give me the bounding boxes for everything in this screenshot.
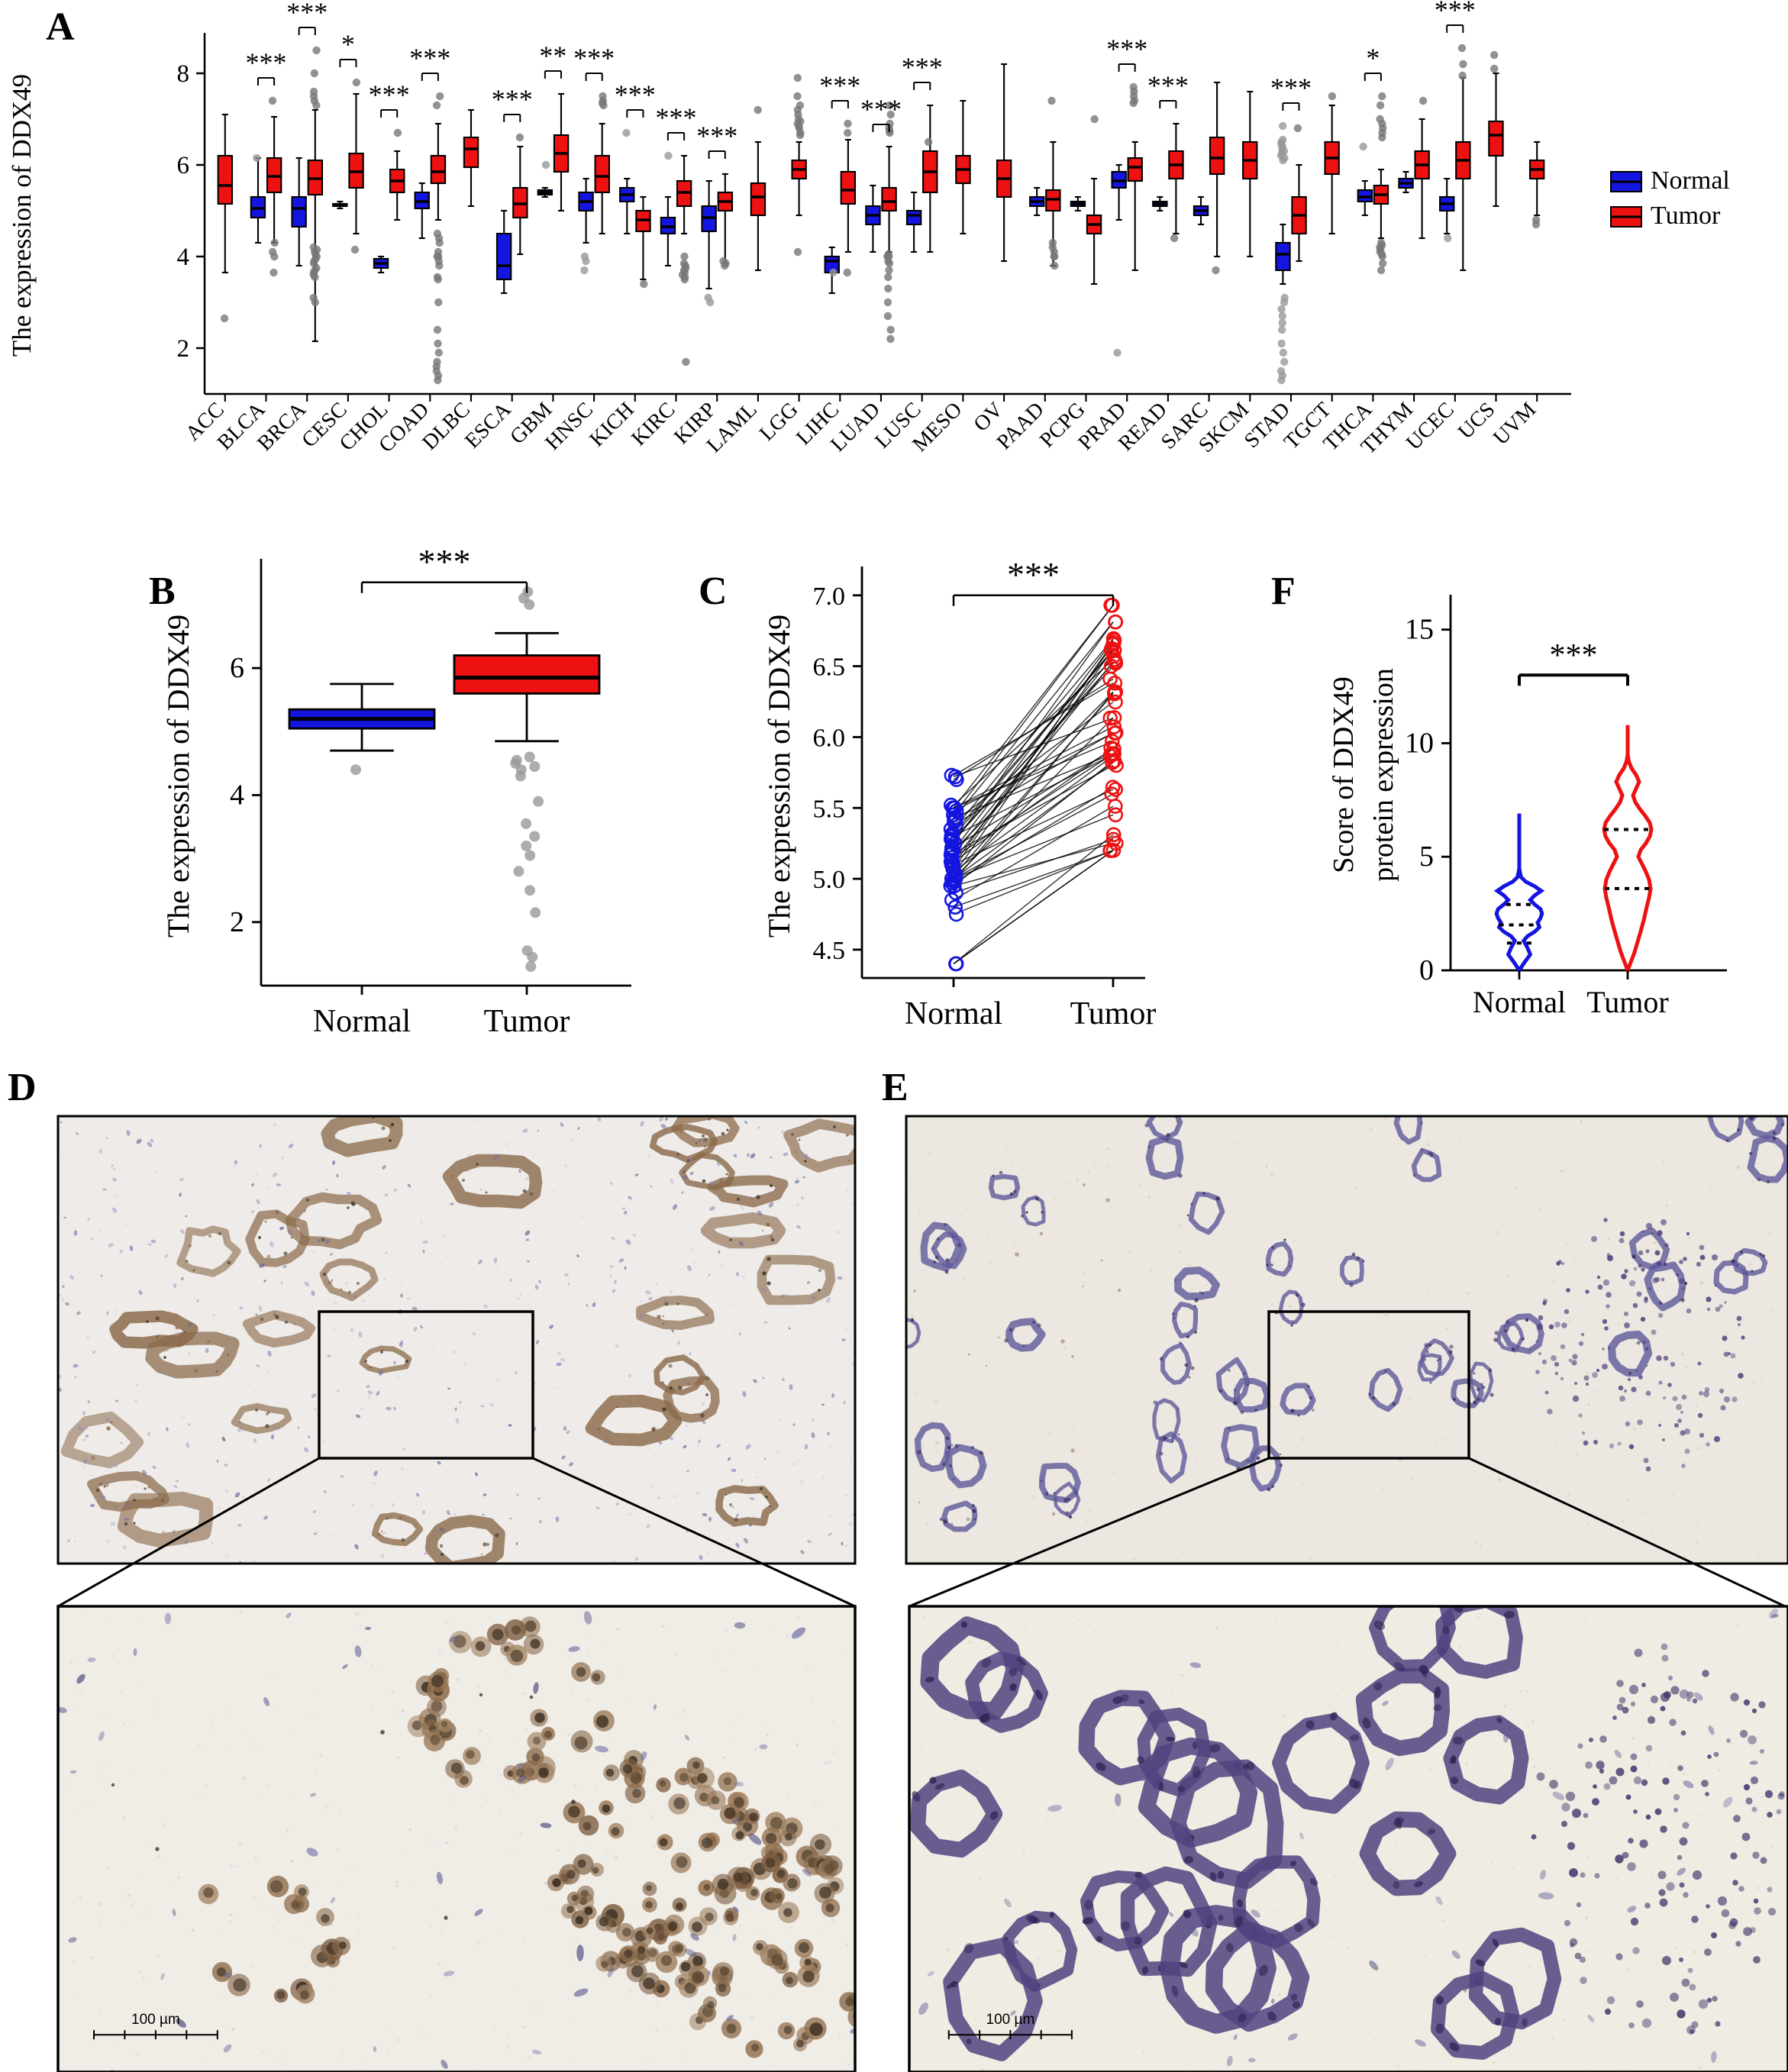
svg-text:KIRP: KIRP — [670, 398, 721, 449]
svg-text:COAD: COAD — [374, 398, 434, 457]
svg-text:***: *** — [1435, 0, 1476, 25]
svg-text:CHOL: CHOL — [335, 398, 393, 456]
svg-text:***: *** — [1106, 34, 1147, 64]
svg-text:KICH: KICH — [585, 398, 638, 451]
svg-text:MESO: MESO — [908, 398, 967, 457]
svg-text:***: *** — [1147, 70, 1189, 101]
svg-text:4: 4 — [230, 779, 244, 812]
svg-text:***: *** — [615, 79, 656, 110]
svg-text:***: *** — [860, 94, 902, 124]
svg-text:Tumor: Tumor — [1070, 996, 1157, 1031]
svg-text:***: *** — [1550, 638, 1598, 673]
svg-text:Tumor: Tumor — [484, 1004, 570, 1039]
svg-text:***: *** — [1270, 73, 1312, 103]
svg-text:UVM: UVM — [1489, 398, 1541, 450]
svg-text:Tumor: Tumor — [1651, 202, 1721, 230]
svg-text:*: * — [1366, 43, 1380, 73]
svg-text:BLCA: BLCA — [213, 397, 270, 454]
svg-text:GBM: GBM — [505, 398, 557, 449]
svg-text:The expression of DDX49: The expression of DDX49 — [762, 615, 796, 938]
svg-text:LUAD: LUAD — [826, 398, 885, 457]
svg-text:UCS: UCS — [1454, 398, 1499, 444]
svg-text:CESC: CESC — [297, 398, 351, 452]
svg-text:Normal: Normal — [1651, 166, 1730, 195]
svg-text:***: *** — [246, 47, 287, 78]
svg-text:LIHC: LIHC — [792, 398, 844, 450]
svg-text:5.0: 5.0 — [813, 866, 846, 894]
svg-text:STAD: STAD — [1240, 398, 1295, 453]
svg-text:TGCT: TGCT — [1280, 398, 1336, 454]
svg-text:***: *** — [369, 79, 410, 110]
svg-text:***: *** — [696, 121, 737, 151]
svg-text:LAML: LAML — [702, 398, 762, 457]
svg-text:5: 5 — [1419, 841, 1434, 873]
svg-text:ESCA: ESCA — [460, 397, 516, 453]
svg-text:6: 6 — [177, 152, 190, 179]
svg-text:***: *** — [902, 52, 943, 82]
svg-text:THCA: THCA — [1319, 397, 1377, 455]
svg-text:**: ** — [539, 40, 566, 71]
svg-text:KIRC: KIRC — [627, 398, 679, 450]
svg-text:PRAD: PRAD — [1073, 398, 1131, 455]
svg-text:HNSC: HNSC — [541, 398, 598, 455]
svg-text:100 µm: 100 µm — [131, 2012, 180, 2028]
svg-text:***: *** — [418, 542, 471, 581]
svg-text:6.0: 6.0 — [813, 725, 846, 753]
svg-text:***: *** — [492, 84, 533, 115]
svg-text:LUSC: LUSC — [870, 398, 926, 453]
svg-text:6.5: 6.5 — [813, 654, 846, 682]
svg-text:5.5: 5.5 — [813, 795, 846, 823]
svg-text:100 µm: 100 µm — [986, 2012, 1035, 2028]
svg-text:10: 10 — [1405, 728, 1434, 760]
svg-text:ACC: ACC — [181, 398, 229, 446]
svg-text:The expression of DDX49: The expression of DDX49 — [161, 615, 195, 938]
svg-text:DLBC: DLBC — [418, 398, 475, 455]
svg-text:OV: OV — [970, 398, 1009, 437]
svg-text:*: * — [341, 29, 355, 60]
svg-text:***: *** — [819, 70, 860, 101]
svg-text:PAAD: PAAD — [992, 398, 1049, 454]
svg-text:7.0: 7.0 — [813, 583, 846, 611]
svg-text:2: 2 — [230, 906, 244, 938]
svg-text:2: 2 — [177, 335, 190, 363]
svg-text:***: *** — [286, 0, 328, 27]
svg-text:15: 15 — [1405, 614, 1434, 646]
svg-text:Normal: Normal — [313, 1004, 411, 1039]
svg-text:***: *** — [656, 102, 697, 133]
svg-text:4.5: 4.5 — [813, 937, 846, 965]
svg-text:Normal: Normal — [1473, 985, 1566, 1019]
svg-text:The expression of DDX49: The expression of DDX49 — [7, 74, 37, 357]
svg-text:READ: READ — [1114, 398, 1172, 456]
svg-text:0: 0 — [1419, 954, 1434, 986]
svg-text:Tumor: Tumor — [1586, 985, 1668, 1019]
svg-text:SKCM: SKCM — [1194, 398, 1254, 457]
svg-text:***: *** — [1007, 555, 1060, 594]
svg-text:THYM: THYM — [1357, 398, 1418, 459]
svg-text:***: *** — [573, 43, 615, 73]
svg-text:Score of DDX49: Score of DDX49 — [1328, 676, 1360, 873]
svg-text:8: 8 — [177, 60, 190, 88]
svg-text:PCPG: PCPG — [1035, 398, 1089, 452]
svg-text:protein expression: protein expression — [1367, 668, 1399, 882]
svg-text:LGG: LGG — [755, 398, 803, 446]
svg-text:6: 6 — [230, 652, 244, 684]
svg-text:SARC: SARC — [1157, 398, 1213, 454]
svg-text:UCEC: UCEC — [1402, 398, 1459, 455]
svg-text:4: 4 — [177, 244, 190, 271]
svg-text:BRCA: BRCA — [253, 397, 311, 455]
svg-text:Normal: Normal — [905, 996, 1002, 1031]
svg-text:A: A — [46, 5, 75, 49]
svg-text:***: *** — [409, 43, 450, 73]
